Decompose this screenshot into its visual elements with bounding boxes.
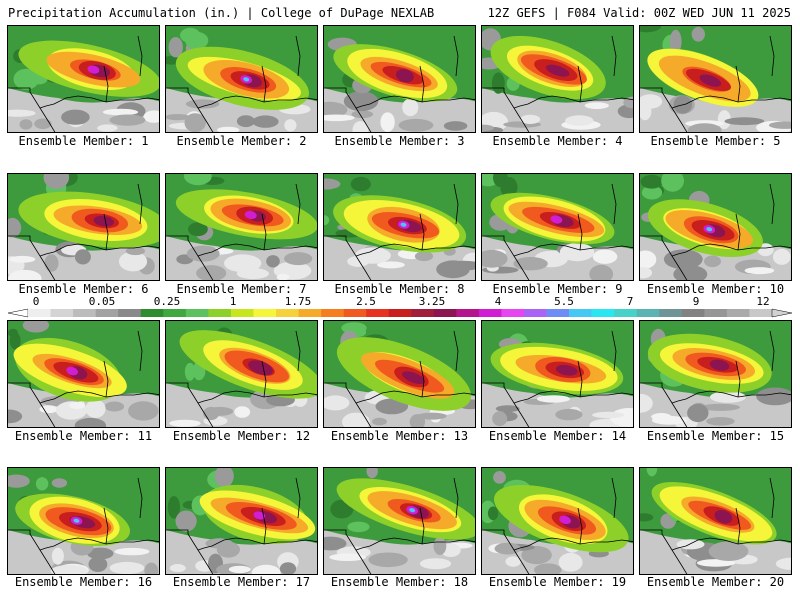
colorbar-swatch (118, 309, 142, 317)
colorbar-swatch (230, 309, 254, 317)
colorbar-tick-label: 0.25 (153, 295, 181, 308)
colorbar-swatch (276, 309, 299, 317)
ensemble-member-map (165, 25, 318, 133)
colorbar-tick-label: 2.5 (356, 295, 376, 308)
colorbar-swatch (433, 309, 457, 317)
ensemble-member-label: Ensemble Member: 10 (646, 282, 785, 296)
colorbar-swatch (569, 309, 592, 317)
colorbar-tick-label: 12 (756, 295, 770, 308)
ensemble-member-label: Ensemble Member: 13 (330, 429, 469, 443)
ensemble-member-label: Ensemble Member: 4 (492, 134, 623, 148)
ensemble-member-map (165, 467, 318, 575)
ensemble-member-label: Ensemble Member: 19 (488, 575, 627, 589)
ensemble-member-map (481, 173, 634, 281)
colorbar-swatch (591, 309, 615, 317)
ensemble-member-label: Ensemble Member: 16 (14, 575, 153, 589)
colorbar-swatch (749, 309, 773, 317)
colorbar-tick-label: 3.25 (418, 295, 446, 308)
ensemble-member-map (165, 320, 318, 428)
ensemble-member-label: Ensemble Member: 18 (330, 575, 469, 589)
precip-colorbar: 0 0.05 0.25 1 1.75 2.5 3.25 4 5.5 7 9 12 (0, 295, 800, 319)
ensemble-member-map (7, 173, 160, 281)
colorbar-swatch (704, 309, 728, 317)
colorbar-swatch (140, 309, 164, 317)
colorbar-swatch (185, 309, 209, 317)
ensemble-member-label: Ensemble Member: 6 (18, 282, 149, 296)
ensemble-member-label: Ensemble Member: 7 (176, 282, 307, 296)
ensemble-member-label: Ensemble Member: 11 (14, 429, 153, 443)
colorbar-tick-label: 5.5 (554, 295, 574, 308)
colorbar-tick-label: 4 (494, 295, 502, 308)
colorbar-swatch (524, 309, 547, 317)
colorbar-swatch (28, 309, 51, 317)
colorbar-tick-label: 1 (229, 295, 237, 308)
colorbar-tick-label: 0.05 (88, 295, 116, 308)
ensemble-member-map (323, 320, 476, 428)
ensemble-member-label: Ensemble Member: 2 (176, 134, 307, 148)
ensemble-member-label: Ensemble Member: 20 (646, 575, 785, 589)
ensemble-member-label: Ensemble Member: 1 (18, 134, 149, 148)
ensemble-member-label: Ensemble Member: 9 (492, 282, 623, 296)
ensemble-member-map (7, 320, 160, 428)
ensemble-member-map (7, 25, 160, 133)
ensemble-member-label: Ensemble Member: 8 (334, 282, 465, 296)
ensemble-member-label: Ensemble Member: 5 (650, 134, 781, 148)
colorbar-swatch (73, 309, 96, 317)
colorbar-swatch (478, 309, 502, 317)
colorbar-swatch (388, 309, 412, 317)
ensemble-member-map (481, 320, 634, 428)
ensemble-member-map (481, 467, 634, 575)
colorbar-tick-label: 1.75 (284, 295, 312, 308)
ensemble-member-map (639, 320, 792, 428)
ensemble-member-map (639, 173, 792, 281)
ensemble-member-label: Ensemble Member: 14 (488, 429, 627, 443)
colorbar-tick-label: 0 (32, 295, 40, 308)
ensemble-member-map (7, 467, 160, 575)
colorbar-swatch (546, 309, 570, 317)
colorbar-swatch (298, 309, 322, 317)
colorbar-swatches (7, 308, 793, 318)
colorbar-swatch (95, 309, 119, 317)
colorbar-swatch (636, 309, 660, 317)
ensemble-member-map (165, 173, 318, 281)
colorbar-swatch (366, 309, 390, 317)
colorbar-swatch (163, 309, 187, 317)
colorbar-swatch (726, 309, 750, 317)
ensemble-member-map (481, 25, 634, 133)
colorbar-swatch (253, 309, 277, 317)
colorbar-swatch (614, 309, 638, 317)
ensemble-member-label: Ensemble Member: 3 (334, 134, 465, 148)
ensemble-member-map (323, 173, 476, 281)
colorbar-swatch (343, 309, 367, 317)
map-title: Precipitation Accumulation (in.) | Colle… (8, 6, 435, 20)
ensemble-member-label: Ensemble Member: 17 (172, 575, 311, 589)
ensemble-member-map (323, 25, 476, 133)
colorbar-swatch (681, 309, 705, 317)
colorbar-swatch (411, 309, 435, 317)
colorbar-swatch (208, 309, 232, 317)
colorbar-swatch (501, 309, 525, 317)
ensemble-member-map (323, 467, 476, 575)
ensemble-member-map (639, 25, 792, 133)
colorbar-swatch (50, 309, 74, 317)
colorbar-swatch (456, 309, 480, 317)
model-run-info: 12Z GEFS | F084 Valid: 00Z WED JUN 11 20… (487, 6, 791, 20)
colorbar-swatch (659, 309, 683, 317)
colorbar-tick-label: 9 (692, 295, 700, 308)
ensemble-member-label: Ensemble Member: 12 (172, 429, 311, 443)
colorbar-swatch (321, 309, 344, 317)
ensemble-member-map (639, 467, 792, 575)
colorbar-tick-label: 7 (626, 295, 634, 308)
ensemble-member-label: Ensemble Member: 15 (646, 429, 785, 443)
